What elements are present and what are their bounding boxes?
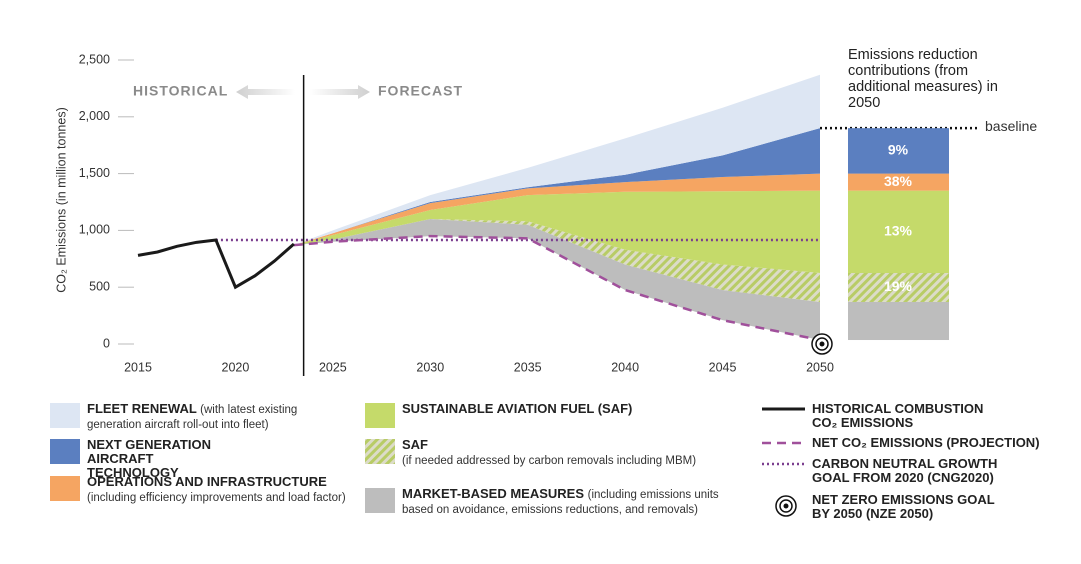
x-tick-label: 2040 xyxy=(611,360,639,374)
legend-item: NET ZERO EMISSIONS GOAL BY 2050 (NZE 205… xyxy=(812,492,995,521)
area xyxy=(293,173,820,246)
reduction-segment xyxy=(848,128,949,174)
area xyxy=(293,219,820,302)
legend-swatch xyxy=(50,403,80,428)
legend-item: HISTORICAL COMBUSTION CO₂ EMISSIONS xyxy=(812,401,984,430)
legend-swatch xyxy=(50,476,80,501)
y-tick-label: 2,000 xyxy=(79,109,110,123)
nze-ring xyxy=(779,499,793,513)
reduction-label: 13% xyxy=(884,223,913,239)
legend-item: SAF (if needed addressed by carbon remova… xyxy=(402,438,742,468)
legend-item: MARKET-BASED MEASURES (including emissio… xyxy=(402,487,742,517)
nze-dot xyxy=(783,503,789,509)
legend-item: CARBON NEUTRAL GROWTH GOAL FROM 2020 (CN… xyxy=(812,456,998,485)
reduction-segment xyxy=(848,190,949,273)
legend-name: OPERATIONS AND INFRASTRUCTURE xyxy=(87,474,327,489)
legend-note: (including efficiency improvements and l… xyxy=(87,492,346,504)
area xyxy=(293,74,820,246)
area xyxy=(293,219,820,341)
legend-name: MARKET-BASED MEASURES xyxy=(402,486,585,501)
arrow-right xyxy=(310,85,370,99)
legend-name: SUSTAINABLE AVIATION FUEL (SAF) xyxy=(402,401,633,416)
legend-item: SUSTAINABLE AVIATION FUEL (SAF) xyxy=(402,402,742,416)
y-tick-label: 0 xyxy=(103,336,110,350)
y-tick-label: 2,500 xyxy=(79,52,110,66)
legend-swatch xyxy=(50,439,80,464)
legend-note: (if needed addressed by carbon removals … xyxy=(402,455,697,467)
arrow-left xyxy=(236,85,295,99)
legend-item: NEXT GENERATION AIRCRAFT TECHNOLOGY xyxy=(87,438,237,480)
nze-ring xyxy=(815,337,829,351)
reduction-segment xyxy=(848,301,949,341)
reduction-segment xyxy=(848,273,949,302)
legend-name: NEXT GENERATION AIRCRAFT TECHNOLOGY xyxy=(87,437,211,480)
legend-note: (including emissions units based on avoi… xyxy=(402,489,719,516)
legend-note: (with latest existing generation aircraf… xyxy=(87,404,298,431)
y-tick-label: 1,000 xyxy=(79,223,110,237)
x-tick-label: 2050 xyxy=(806,360,834,374)
legend-item: FLEET RENEWAL (with latest existing gene… xyxy=(87,402,327,432)
x-tick-label: 2045 xyxy=(709,360,737,374)
y-tick-label: 1,500 xyxy=(79,166,110,180)
nze-dot xyxy=(819,341,825,347)
forecast-label: FORECAST xyxy=(378,83,463,99)
x-tick-label: 2025 xyxy=(319,360,347,374)
y-tick-label: 500 xyxy=(89,279,110,293)
legend-item: NET CO₂ EMISSIONS (PROJECTION) xyxy=(812,435,1040,450)
x-tick-label: 2015 xyxy=(124,360,152,374)
x-tick-label: 2030 xyxy=(416,360,444,374)
historical-line xyxy=(137,238,295,290)
reduction-segment xyxy=(848,173,949,191)
nze-marker xyxy=(775,495,797,517)
nze-marker xyxy=(811,333,833,355)
legend-item: OPERATIONS AND INFRASTRUCTURE (including … xyxy=(87,475,357,505)
legend-name: SAF xyxy=(402,437,428,452)
y-axis-label: CO₂ Emissions (in million tonnes) xyxy=(54,107,68,292)
reduction-label: 9% xyxy=(888,142,909,158)
reduction-label: 38% xyxy=(884,173,913,189)
reduction-title: Emissions reduction contributions (from … xyxy=(848,47,998,111)
historical-label: HISTORICAL xyxy=(133,83,228,99)
legend-swatch xyxy=(365,488,395,513)
area xyxy=(293,190,820,273)
legend-swatch xyxy=(365,439,395,464)
legend-name: FLEET RENEWAL xyxy=(87,401,197,416)
reduction-label: 19% xyxy=(884,278,913,294)
x-tick-label: 2035 xyxy=(514,360,542,374)
x-tick-label: 2020 xyxy=(222,360,250,374)
legend-swatch xyxy=(365,403,395,428)
baseline-label: baseline xyxy=(985,118,1037,134)
